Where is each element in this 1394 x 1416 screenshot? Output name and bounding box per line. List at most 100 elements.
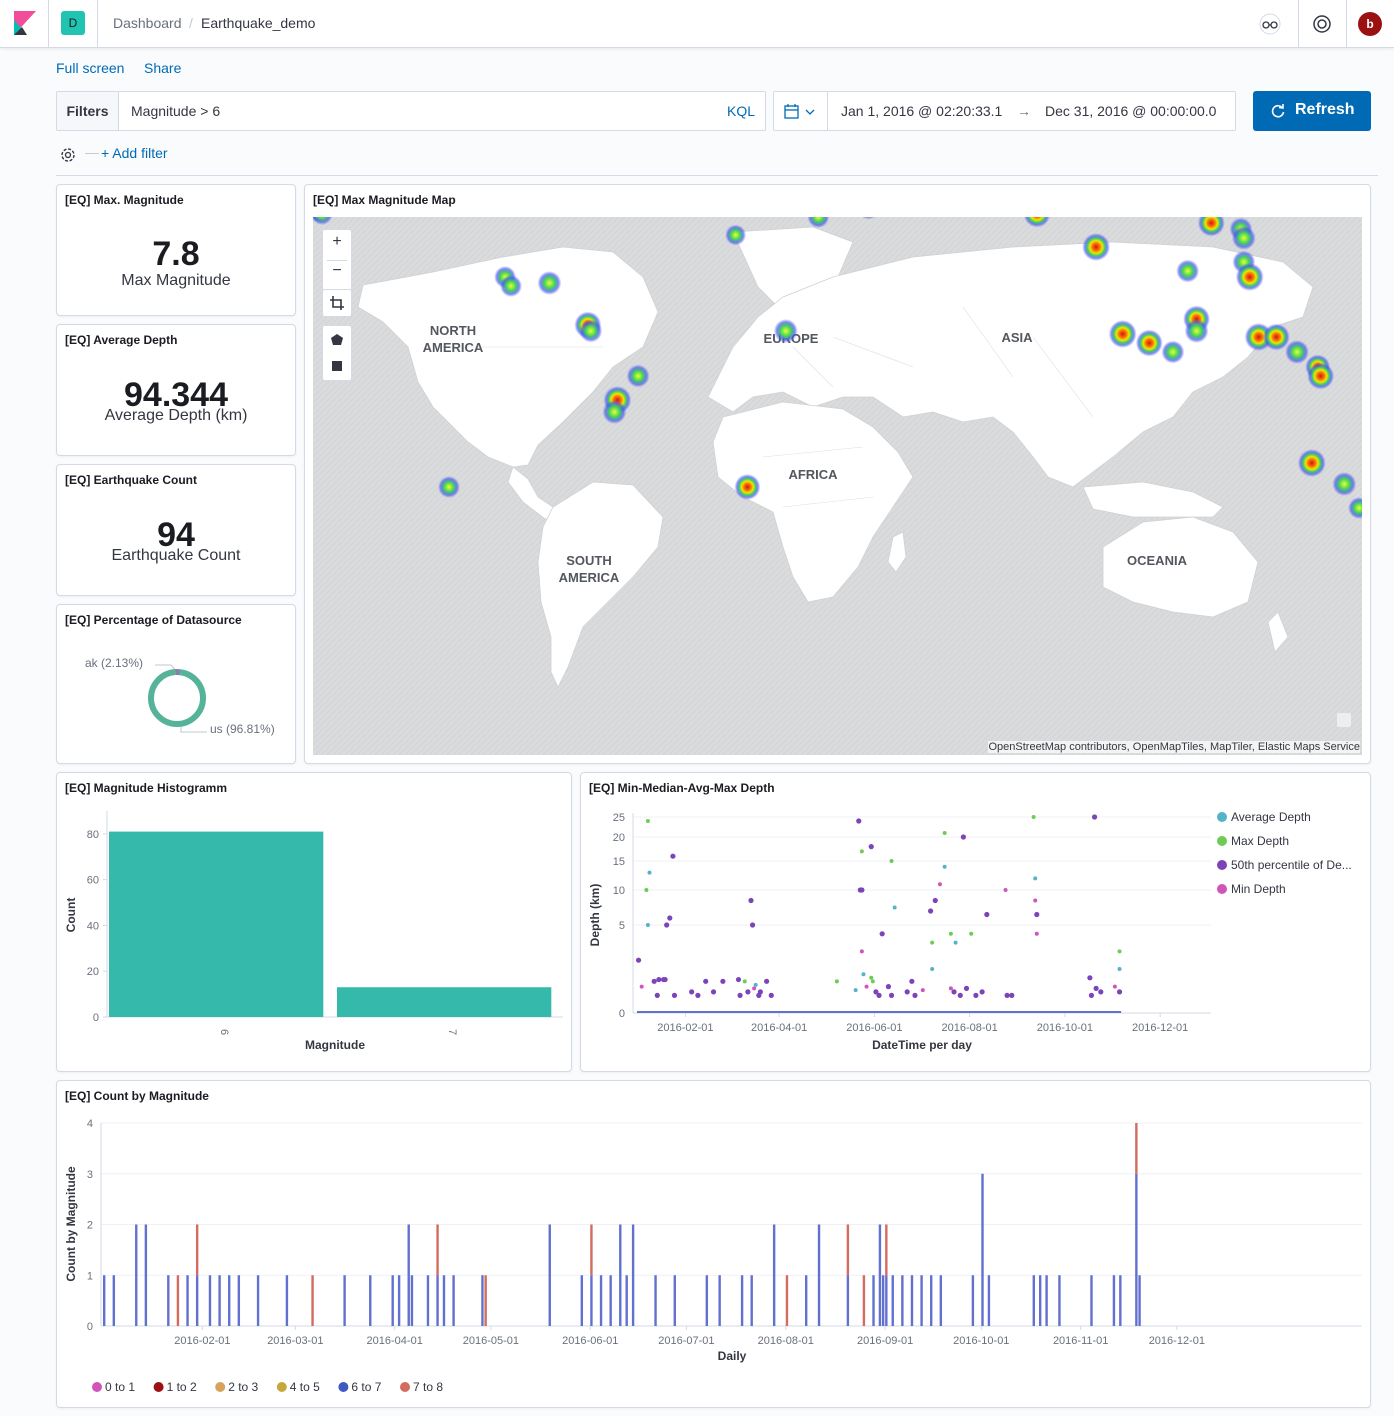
scatter-point[interactable] xyxy=(930,967,935,971)
bar-7-to-8[interactable] xyxy=(785,1275,789,1326)
scatter-point[interactable] xyxy=(856,818,862,824)
bar-6-to-7[interactable] xyxy=(1119,1275,1122,1326)
bar-6-to-7[interactable] xyxy=(112,1275,116,1326)
bar-6-to-7[interactable] xyxy=(609,1275,612,1326)
scatter-point[interactable] xyxy=(745,989,751,995)
bar-6-to-7[interactable] xyxy=(885,1275,888,1326)
scatter-point[interactable] xyxy=(927,908,934,914)
bar-6-to-7[interactable] xyxy=(939,1275,943,1326)
zoom-in-button[interactable]: + xyxy=(332,233,342,250)
donut-slice-us[interactable] xyxy=(148,669,206,727)
bar-6-to-7[interactable] xyxy=(872,1275,875,1326)
scatter-point[interactable] xyxy=(864,984,869,989)
bar-6-to-7[interactable] xyxy=(1045,1275,1048,1326)
bar-6-to-7[interactable] xyxy=(186,1275,189,1326)
scatter-point[interactable] xyxy=(889,859,894,863)
bar-6-to-7[interactable] xyxy=(218,1275,221,1326)
bar-6-to-7[interactable] xyxy=(981,1173,984,1326)
bar-6-to-7[interactable] xyxy=(654,1275,657,1326)
bar-7-to-8[interactable] xyxy=(436,1224,439,1276)
bar-6-to-7[interactable] xyxy=(208,1275,212,1326)
bar-6-to-7[interactable] xyxy=(891,1275,894,1326)
bar-6-to-7[interactable] xyxy=(407,1224,410,1327)
scatter-point[interactable] xyxy=(876,992,882,998)
bar-6-to-7[interactable] xyxy=(237,1275,241,1326)
scatter-point[interactable] xyxy=(912,992,918,998)
bar-6-to-7[interactable] xyxy=(1112,1275,1116,1326)
scatter-point[interactable] xyxy=(1031,815,1036,819)
bar-6-to-7[interactable] xyxy=(901,1275,904,1326)
bar-6-to-7[interactable] xyxy=(705,1275,709,1326)
scatter-point[interactable] xyxy=(1033,876,1038,881)
bar-6-to-7[interactable] xyxy=(436,1275,439,1326)
scatter-point[interactable] xyxy=(942,864,947,869)
bar-6-to-7[interactable] xyxy=(987,1275,991,1326)
bar-6-to-7[interactable] xyxy=(442,1275,446,1326)
scatter-point[interactable] xyxy=(963,985,970,991)
bar-6-to-7[interactable] xyxy=(805,1275,808,1326)
bar-7-to-8[interactable] xyxy=(590,1224,593,1276)
map-attribution[interactable]: OpenStreetMap contributors, OpenMapTiles… xyxy=(988,741,1360,753)
bar-6-to-7[interactable] xyxy=(1032,1275,1035,1326)
scatter-point[interactable] xyxy=(937,882,942,887)
scatter-point[interactable] xyxy=(888,992,895,998)
histogram-bar[interactable] xyxy=(109,831,324,1017)
legend-item[interactable]: Min Depth xyxy=(1231,882,1286,896)
scatter-point[interactable] xyxy=(664,922,670,928)
scatter-point[interactable] xyxy=(1034,911,1040,918)
scatter-point[interactable] xyxy=(904,989,910,995)
filters-button[interactable]: Filters xyxy=(57,92,119,130)
legend-item[interactable]: 1 to 2 xyxy=(167,1380,197,1394)
bar-6-to-7[interactable] xyxy=(619,1224,622,1327)
kibana-logo-icon[interactable] xyxy=(14,11,36,35)
bar-6-to-7[interactable] xyxy=(285,1275,289,1326)
scatter-point[interactable] xyxy=(909,978,915,984)
scatter-point[interactable] xyxy=(768,992,774,998)
scatter-point[interactable] xyxy=(869,975,874,980)
scatter-point[interactable] xyxy=(1034,931,1039,936)
bar-6-to-7[interactable] xyxy=(343,1275,346,1326)
map-legend-toggle[interactable] xyxy=(1337,713,1351,727)
scatter-point[interactable] xyxy=(1003,888,1008,892)
scatter-point[interactable] xyxy=(859,849,864,854)
bar-6-to-7[interactable] xyxy=(740,1275,744,1326)
bar-7-to-8[interactable] xyxy=(885,1224,888,1276)
scatter-point[interactable] xyxy=(1098,989,1104,995)
space-avatar[interactable]: D xyxy=(61,11,85,35)
bar-6-to-7[interactable] xyxy=(103,1275,106,1326)
kql-toggle[interactable]: KQL xyxy=(726,103,755,119)
scatter-point[interactable] xyxy=(953,940,958,945)
scatter-point[interactable] xyxy=(960,834,966,840)
scatter-point[interactable] xyxy=(656,976,662,983)
bar-6-to-7[interactable] xyxy=(397,1275,401,1326)
bar-6-to-7[interactable] xyxy=(772,1224,776,1327)
bar-6-to-7[interactable] xyxy=(256,1275,260,1326)
bar-6-to-7[interactable] xyxy=(426,1275,430,1326)
scatter-point[interactable] xyxy=(969,931,974,936)
scatter-point[interactable] xyxy=(942,831,947,835)
scatter-point[interactable] xyxy=(951,989,957,995)
bar-6-to-7[interactable] xyxy=(750,1275,753,1326)
fit-bounds-button[interactable] xyxy=(322,289,352,317)
polygon-icon[interactable] xyxy=(323,326,351,354)
scatter-point[interactable] xyxy=(753,982,758,987)
scatter-point[interactable] xyxy=(859,949,864,954)
bar-6-to-7[interactable] xyxy=(580,1275,584,1326)
scatter-point[interactable] xyxy=(1117,949,1122,954)
bar-6-to-7[interactable] xyxy=(817,1224,821,1327)
bar-6-to-7[interactable] xyxy=(135,1224,138,1327)
rectangle-icon[interactable] xyxy=(323,352,351,380)
legend-item[interactable]: 0 to 1 xyxy=(105,1380,135,1394)
scatter-point[interactable] xyxy=(1087,975,1093,981)
bar-7-to-8[interactable] xyxy=(176,1275,180,1326)
bar-6-to-7[interactable] xyxy=(1135,1173,1138,1326)
bar-6-to-7[interactable] xyxy=(391,1275,394,1326)
scatter-point[interactable] xyxy=(639,984,644,989)
legend-item[interactable]: Average Depth xyxy=(1231,810,1311,824)
scatter-point[interactable] xyxy=(973,992,979,998)
bar-7-to-8[interactable] xyxy=(484,1275,487,1326)
scatter-point[interactable] xyxy=(870,979,875,984)
scatter-point[interactable] xyxy=(853,988,858,993)
bar-6-to-7[interactable] xyxy=(878,1224,882,1327)
scatter-point[interactable] xyxy=(920,988,925,993)
